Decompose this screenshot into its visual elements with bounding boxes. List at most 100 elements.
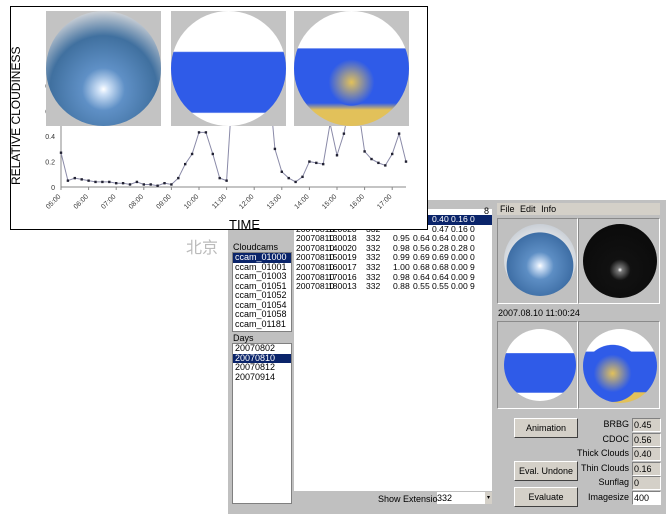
table-cell: 0.40 (432, 214, 449, 224)
eval-undone-button[interactable]: Eval. Undone (514, 461, 578, 481)
animation-button[interactable]: Animation (514, 418, 578, 438)
x-tick-label: 07:00 (100, 193, 117, 210)
raw-image-panel (497, 218, 578, 304)
cloudcam-item[interactable]: ccam_01058 (235, 309, 287, 319)
cloudcam-item[interactable]: ccam_01001 (235, 261, 287, 272)
data-point (80, 178, 83, 181)
row-highlight (428, 215, 492, 225)
table-cell: 20070810 (296, 281, 335, 292)
table-cell: 20070810 (296, 271, 335, 282)
field-label: Sunflag (598, 477, 629, 488)
classified-photo (171, 11, 286, 126)
x-tick-label: 08:00 (128, 193, 145, 210)
data-point (142, 183, 145, 186)
days-list[interactable]: 20070802 20070810 20070812 20070914 (232, 343, 292, 504)
table-cell: 0.55 (413, 281, 430, 292)
table-cell: 0.56 (413, 242, 430, 253)
data-point (163, 181, 166, 185)
table-cell: 0 (470, 233, 475, 244)
cloudcam-item[interactable]: ccam_01052 (235, 290, 287, 300)
table-cell: 0.00 (451, 233, 468, 244)
table-cell: 1.00 (393, 262, 410, 272)
data-point (197, 131, 201, 134)
cloudcam-item[interactable]: ccam_01000 (233, 252, 291, 263)
table-cell: 0.64 (432, 271, 449, 282)
table-row[interactable]: 20070810 130018 332 0.95 0.64 0.64 0.00 0 (296, 234, 490, 244)
animation-label: Animation (525, 423, 567, 433)
field-label: CDOC (602, 433, 630, 444)
table-cell: 180013 (328, 281, 357, 292)
table-cell: 0.16 (451, 214, 468, 224)
table-row[interactable]: 20070810 140020 332 0.98 0.56 0.28 0.28 0 (296, 242, 490, 254)
x-tick-label: 05:00 (45, 193, 62, 210)
show-extension-value: 332 (437, 493, 453, 503)
table-cell: 20070810 (296, 233, 335, 244)
table-cell: 332 (366, 242, 381, 253)
menu-info[interactable]: Info (541, 204, 557, 214)
day-item[interactable]: 20070810 (233, 353, 291, 363)
cloudcams-list[interactable]: ccam_01000 ccam_01001 ccam_01003 ccam_01051… (232, 252, 292, 332)
data-point (87, 179, 90, 182)
data-point (149, 183, 152, 186)
classified-image-panel (497, 321, 578, 409)
table-cell: 9 (470, 281, 475, 292)
data-point (184, 162, 187, 166)
table-cell: 0.28 (432, 242, 449, 253)
field-value[interactable]: 0.16 (632, 461, 661, 476)
y-tick-label: 0.4 (45, 134, 55, 141)
y-tick-label: 0.2 (45, 160, 55, 167)
table-cell: 160017 (328, 262, 357, 272)
data-point (115, 181, 118, 185)
cloudcam-item[interactable]: ccam_01003 (235, 271, 287, 281)
data-point (301, 175, 304, 179)
field-value[interactable]: 0 (632, 476, 661, 491)
table-cell: 332 (366, 281, 381, 292)
field-value[interactable]: 400 (632, 491, 661, 505)
data-point (121, 181, 125, 185)
evaluate-button[interactable]: Evaluate (514, 487, 578, 507)
data-point (225, 179, 228, 182)
results-table[interactable]: 8 0.400.160200708101200203320.470.160200… (294, 206, 492, 491)
data-point (335, 154, 339, 157)
data-point (218, 176, 221, 180)
menu-file[interactable]: File (500, 204, 515, 214)
evaluate-label: Evaluate (528, 492, 564, 502)
x-tick-label: 10:00 (183, 193, 200, 210)
day-item[interactable]: 20070914 (235, 371, 276, 382)
image-timestamp: 2007.08.10 11:00:24 (498, 308, 580, 318)
data-point (342, 132, 346, 135)
table-cell: 0.69 (432, 252, 449, 263)
eval-undone-label: Eval. Undone (518, 466, 574, 476)
x-tick-label: 16:00 (349, 193, 366, 210)
cloudcam-item[interactable]: ccam_01051 (235, 280, 287, 291)
sky-image (504, 224, 576, 296)
thin-cloud-sky-image (583, 329, 657, 403)
data-point (94, 180, 97, 184)
table-cell: 0.00 (451, 262, 468, 272)
table-cell: 0 (470, 223, 475, 234)
field-value[interactable]: 0.56 (632, 432, 661, 447)
data-point (308, 160, 311, 163)
table-row[interactable]: 20070810 170016 332 0.98 0.64 0.64 0.00 9 (296, 271, 490, 283)
table-cell: 0 (470, 214, 475, 224)
day-item[interactable]: 20070812 (235, 362, 276, 372)
table-row[interactable]: 20070810 150019 332 0.99 0.69 0.69 0.00 0 (296, 253, 490, 263)
table-row[interactable]: 20070810 180013 332 0.88 0.55 0.55 0.00 9 (296, 282, 490, 292)
data-point (128, 183, 132, 186)
table-row[interactable]: 20070810 160017 332 1.00 0.68 0.68 0.00 9 (296, 262, 490, 273)
data-point (108, 180, 111, 184)
menu-edit[interactable]: Edit (520, 204, 536, 214)
field-value[interactable]: 0.40 (632, 447, 661, 462)
field-label: Thick Clouds (576, 448, 629, 459)
table-cell: 0.64 (413, 233, 430, 244)
cloudcam-item[interactable]: ccam_01181 (235, 318, 286, 329)
day-item[interactable]: 20070802 (235, 343, 276, 353)
table-cell: 20070810 (296, 242, 335, 253)
menu-bar: File Edit Info (497, 203, 660, 215)
show-extension-select[interactable]: 332 ▾ (437, 492, 492, 504)
cloudcam-item[interactable]: ccam_01054 (235, 299, 287, 310)
chevron-down-icon[interactable]: ▾ (485, 492, 492, 504)
field-value[interactable]: 0.45 (632, 418, 661, 432)
x-tick-label: 06:00 (73, 193, 90, 210)
table-row[interactable]: 0.40 0.16 0 (296, 214, 492, 225)
